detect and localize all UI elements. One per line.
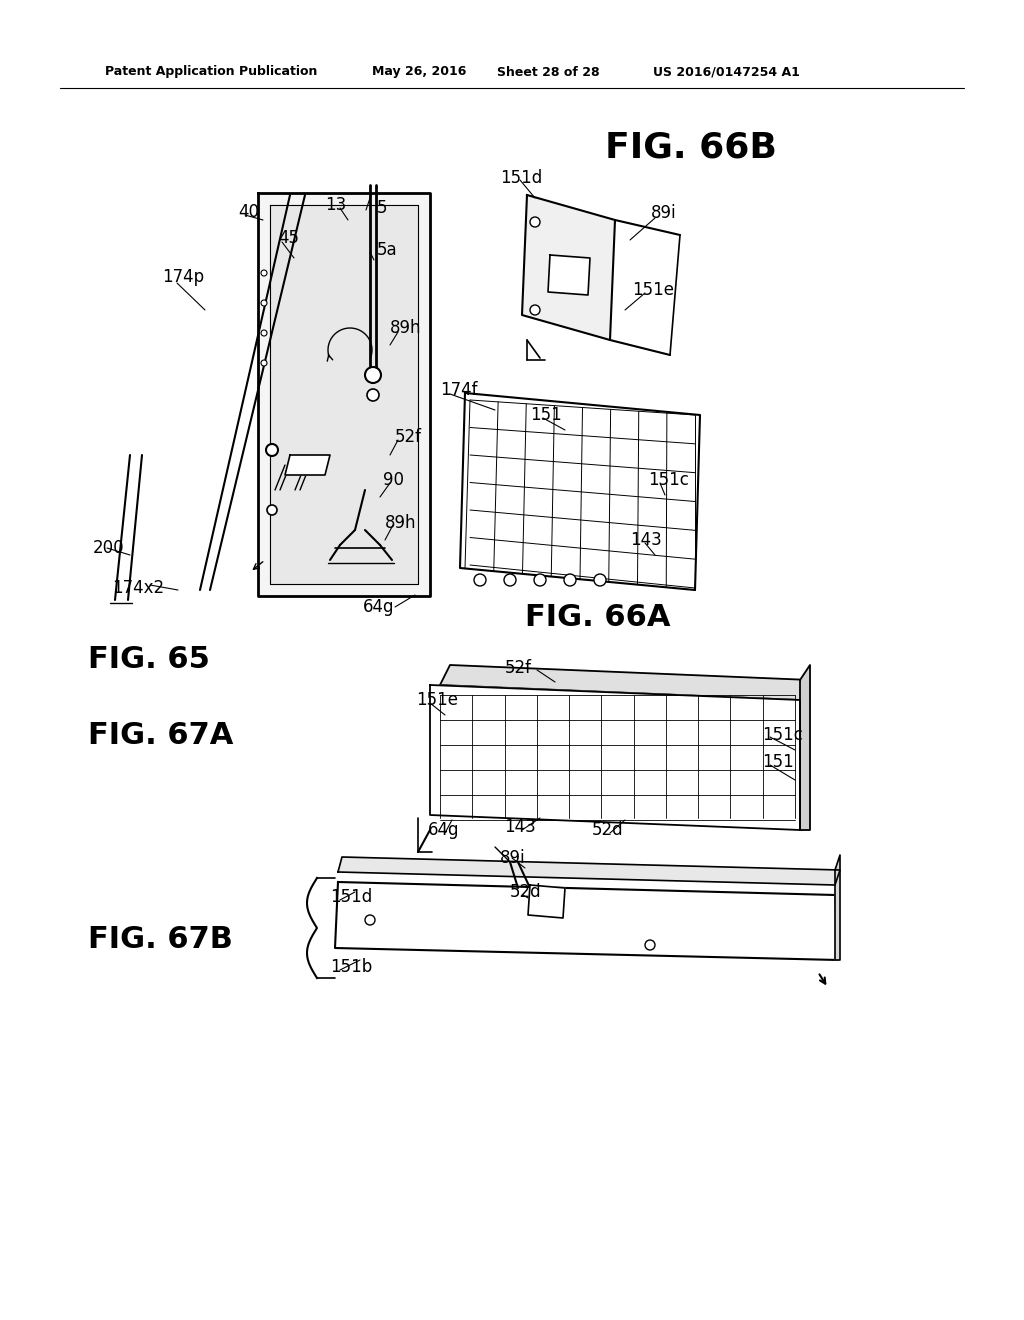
Text: 151c: 151c xyxy=(648,471,689,488)
Text: 52d: 52d xyxy=(510,883,542,902)
Text: 151e: 151e xyxy=(416,690,458,709)
Text: 52f: 52f xyxy=(505,659,532,677)
Polygon shape xyxy=(548,255,590,294)
Polygon shape xyxy=(285,455,330,475)
Text: 174p: 174p xyxy=(162,268,204,286)
Text: 5a: 5a xyxy=(377,242,397,259)
Text: 5: 5 xyxy=(377,199,387,216)
Circle shape xyxy=(530,305,540,315)
Text: 151c: 151c xyxy=(762,726,803,744)
Text: 151e: 151e xyxy=(632,281,674,300)
Circle shape xyxy=(261,330,267,337)
Text: 200: 200 xyxy=(93,539,125,557)
Text: FIG. 65: FIG. 65 xyxy=(88,644,210,673)
Text: 143: 143 xyxy=(504,818,536,836)
Text: FIG. 66B: FIG. 66B xyxy=(605,131,777,165)
Text: 90: 90 xyxy=(383,471,404,488)
Text: 13: 13 xyxy=(325,195,346,214)
Circle shape xyxy=(474,574,486,586)
Text: 151: 151 xyxy=(530,407,562,424)
Circle shape xyxy=(564,574,575,586)
Text: FIG. 67A: FIG. 67A xyxy=(88,722,233,751)
Text: 64g: 64g xyxy=(428,821,460,840)
Text: 151b: 151b xyxy=(330,958,373,975)
Circle shape xyxy=(261,300,267,306)
Text: 174f: 174f xyxy=(440,381,477,399)
Polygon shape xyxy=(440,665,810,700)
Circle shape xyxy=(367,389,379,401)
Text: 151: 151 xyxy=(762,752,794,771)
Text: 89h: 89h xyxy=(390,319,422,337)
Polygon shape xyxy=(270,205,418,583)
Polygon shape xyxy=(430,685,800,830)
Text: 64g: 64g xyxy=(362,598,394,616)
Polygon shape xyxy=(528,884,565,917)
Circle shape xyxy=(530,216,540,227)
Text: 40: 40 xyxy=(238,203,259,220)
Circle shape xyxy=(266,444,278,455)
Circle shape xyxy=(365,367,381,383)
Circle shape xyxy=(261,360,267,366)
Polygon shape xyxy=(800,665,810,830)
Text: 52d: 52d xyxy=(592,821,624,840)
Text: 151d: 151d xyxy=(500,169,543,187)
Text: FIG. 66A: FIG. 66A xyxy=(525,602,671,631)
Polygon shape xyxy=(338,857,840,884)
Polygon shape xyxy=(835,855,840,960)
Text: 143: 143 xyxy=(630,531,662,549)
Text: 174x2: 174x2 xyxy=(112,579,164,597)
Text: 89i: 89i xyxy=(651,205,677,222)
Polygon shape xyxy=(460,393,700,590)
Circle shape xyxy=(594,574,606,586)
Circle shape xyxy=(267,506,278,515)
Circle shape xyxy=(645,940,655,950)
Circle shape xyxy=(261,271,267,276)
Text: 45: 45 xyxy=(278,228,299,247)
Text: May 26, 2016: May 26, 2016 xyxy=(372,66,466,78)
Polygon shape xyxy=(522,195,615,341)
Text: Patent Application Publication: Patent Application Publication xyxy=(105,66,317,78)
Text: 151d: 151d xyxy=(330,888,373,906)
Circle shape xyxy=(504,574,516,586)
Polygon shape xyxy=(335,882,838,960)
Circle shape xyxy=(534,574,546,586)
Text: FIG. 67B: FIG. 67B xyxy=(88,925,232,954)
Circle shape xyxy=(365,915,375,925)
Text: 52f: 52f xyxy=(395,428,422,446)
Text: 89i: 89i xyxy=(500,849,525,867)
Text: Sheet 28 of 28: Sheet 28 of 28 xyxy=(497,66,600,78)
Text: US 2016/0147254 A1: US 2016/0147254 A1 xyxy=(653,66,800,78)
Text: 89h: 89h xyxy=(385,513,417,532)
Polygon shape xyxy=(258,193,430,597)
